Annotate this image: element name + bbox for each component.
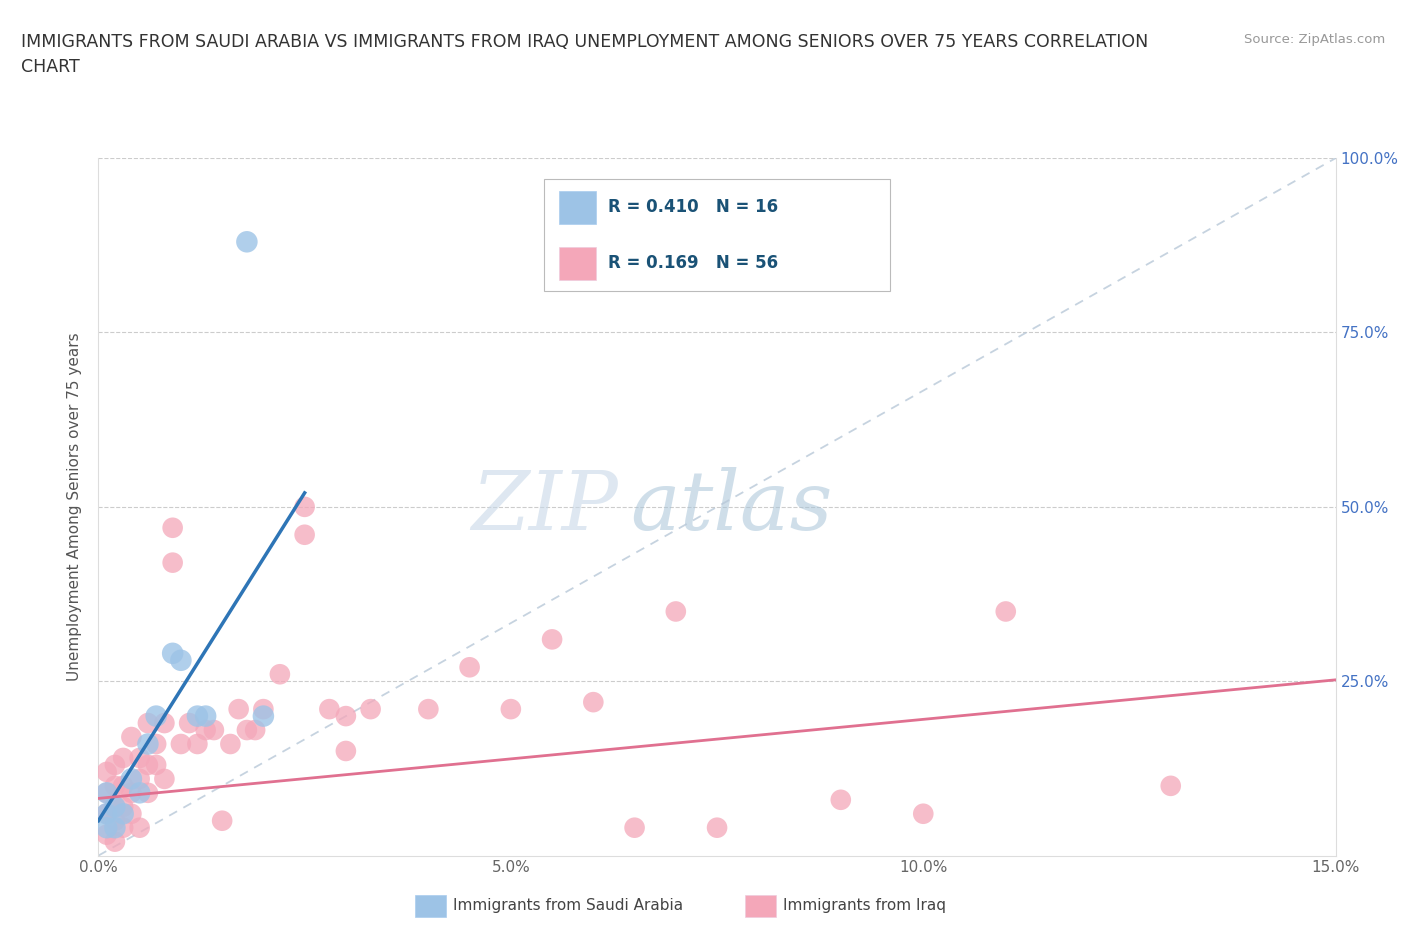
Point (104, 820, 127, 835)
Point (194, 709, 217, 724)
Point (194, 723, 217, 737)
Point (104, 778, 127, 793)
Text: Immigrants from Saudi Arabia: Immigrants from Saudi Arabia (453, 898, 683, 913)
Point (145, 709, 167, 724)
Point (120, 806, 142, 821)
Point (153, 716, 176, 731)
Point (162, 521, 184, 536)
Point (120, 785, 142, 800)
Point (112, 778, 135, 793)
Y-axis label: Unemployment Among Seniors over 75 years: Unemployment Among Seniors over 75 years (67, 333, 83, 681)
Point (112, 751, 135, 765)
Point (186, 709, 208, 724)
Text: ZIP: ZIP (471, 467, 619, 547)
Point (499, 702, 522, 717)
FancyBboxPatch shape (558, 191, 596, 224)
Point (96, 785, 118, 800)
Text: CHART: CHART (21, 58, 80, 75)
Point (128, 772, 150, 787)
Point (458, 660, 481, 675)
Text: Source: ZipAtlas.com: Source: ZipAtlas.com (1244, 33, 1385, 46)
Point (202, 723, 225, 737)
Point (136, 785, 159, 800)
Point (96, 806, 118, 821)
Point (541, 632, 564, 647)
Point (269, 667, 291, 682)
Point (706, 820, 728, 835)
Point (582, 695, 605, 710)
Point (104, 800, 127, 815)
Point (1160, 778, 1182, 793)
Point (104, 813, 127, 829)
Point (186, 737, 208, 751)
Text: R = 0.169   N = 56: R = 0.169 N = 56 (609, 254, 779, 272)
Point (136, 757, 159, 772)
Point (120, 772, 142, 787)
Text: R = 0.410   N = 16: R = 0.410 N = 16 (609, 198, 779, 216)
Point (112, 806, 135, 821)
Point (128, 751, 150, 765)
Point (96, 828, 118, 843)
Point (96, 764, 118, 779)
Point (294, 499, 316, 514)
Point (252, 709, 274, 724)
Point (830, 792, 852, 807)
Point (104, 834, 127, 849)
Point (153, 772, 176, 787)
FancyBboxPatch shape (544, 179, 890, 291)
Point (112, 820, 135, 835)
Point (96, 820, 118, 835)
Point (104, 757, 127, 772)
Point (145, 757, 167, 772)
Point (162, 646, 184, 661)
Point (136, 737, 159, 751)
Point (96, 785, 118, 800)
Point (994, 604, 1017, 619)
Point (136, 716, 159, 731)
Point (219, 737, 242, 751)
Point (335, 709, 357, 724)
Point (96, 806, 118, 821)
Point (360, 702, 382, 717)
Point (318, 702, 340, 717)
Point (120, 729, 142, 744)
Point (243, 723, 266, 737)
FancyBboxPatch shape (558, 246, 596, 280)
Point (104, 800, 127, 815)
Text: IMMIGRANTS FROM SAUDI ARABIA VS IMMIGRANTS FROM IRAQ UNEMPLOYMENT AMONG SENIORS : IMMIGRANTS FROM SAUDI ARABIA VS IMMIGRAN… (21, 33, 1149, 50)
Point (211, 813, 233, 829)
Point (145, 737, 167, 751)
Point (112, 800, 135, 815)
Point (179, 716, 201, 731)
Text: atlas: atlas (630, 467, 832, 547)
Point (170, 737, 193, 751)
Point (128, 785, 150, 800)
Point (162, 555, 184, 570)
Point (912, 806, 935, 821)
Point (252, 702, 274, 717)
Point (170, 653, 193, 668)
Point (294, 527, 316, 542)
Point (228, 702, 250, 717)
Point (665, 604, 688, 619)
Point (418, 702, 440, 717)
Point (623, 820, 645, 835)
Point (335, 744, 357, 759)
Point (128, 820, 150, 835)
Text: Immigrants from Iraq: Immigrants from Iraq (783, 898, 946, 913)
Point (236, 723, 259, 737)
Point (236, 234, 259, 249)
